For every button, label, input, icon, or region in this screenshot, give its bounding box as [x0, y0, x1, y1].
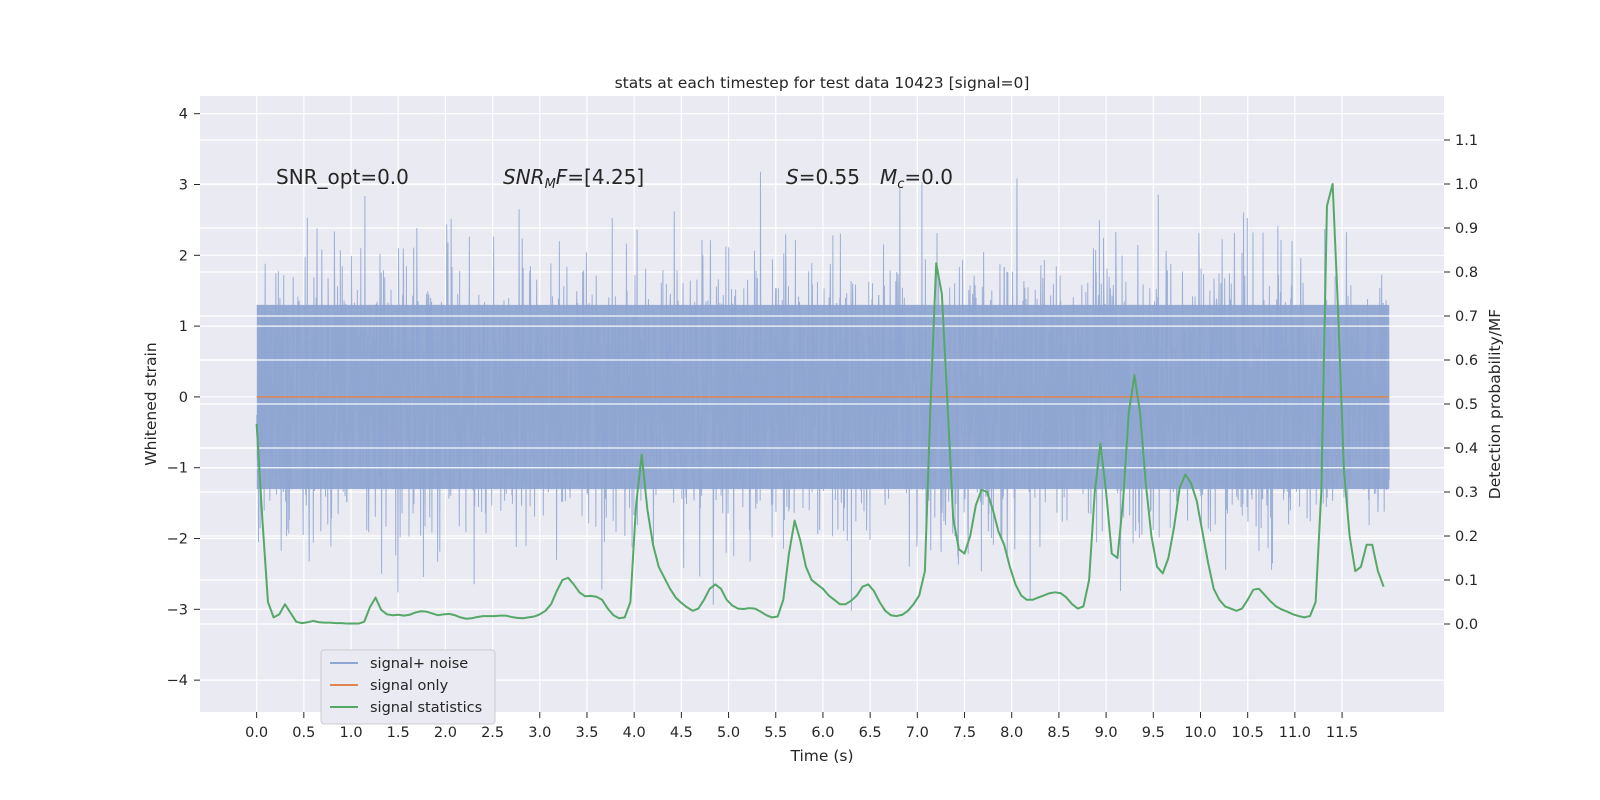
annotation-snr-opt: SNR_opt=0.0: [276, 165, 409, 189]
x-tick-label: 2.5: [481, 725, 504, 741]
legend-label-noise: signal+ noise: [370, 656, 468, 672]
y-tick-label-right: 0.8: [1455, 265, 1478, 281]
mc-label: M: [880, 165, 897, 189]
legend-label-stats: signal statistics: [370, 700, 482, 716]
y-tick-label-right: 0.7: [1455, 309, 1478, 325]
y-tick-label-right: 0.2: [1455, 529, 1478, 545]
x-tick-label: 11.0: [1279, 725, 1311, 741]
legend: signal+ noise signal only signal statist…: [320, 649, 496, 725]
y-tick-label-left: 0: [179, 390, 188, 406]
annotation-snr-mf: SNRMF=[4.25]: [503, 165, 644, 192]
snr-mf-value-f: F: [556, 165, 568, 189]
y-tick-label-right: 1.0: [1455, 177, 1478, 193]
annotation-s: S=0.55: [786, 165, 860, 189]
x-tick-label: 0.5: [292, 725, 315, 741]
noise-line: [256, 171, 1390, 611]
x-tick-label: 7.5: [953, 725, 976, 741]
legend-box: [320, 649, 496, 725]
x-tick-label: 3.0: [528, 725, 551, 741]
y-tick-label-right: 0.9: [1455, 221, 1478, 237]
x-tick-label: 5.5: [764, 725, 787, 741]
chart-title: stats at each timestep for test data 104…: [615, 74, 1030, 92]
x-tick-label: 7.0: [906, 725, 929, 741]
y-tick-label-left: 1: [179, 319, 188, 335]
x-tick-label: 3.5: [575, 725, 598, 741]
snr-mf-sub: M: [545, 177, 556, 192]
x-tick-label: 5.0: [717, 725, 740, 741]
y-tick-label-left: 2: [179, 248, 188, 264]
y-tick-label-right: 0.0: [1455, 617, 1478, 633]
y-axis-label-right: Detection probability/MF: [1486, 309, 1504, 500]
x-tick-label: 1.0: [339, 725, 362, 741]
y-tick-label-left: −2: [167, 532, 188, 548]
x-tick-label: 11.5: [1326, 725, 1358, 741]
x-tick-label: 0.0: [245, 725, 268, 741]
stats-series: [255, 183, 1385, 625]
y-tick-label-left: −3: [167, 602, 188, 618]
legend-label-signal-only: signal only: [370, 678, 449, 694]
y-tick-label-right: 0.5: [1455, 397, 1478, 413]
snr-mf-value: =[4.25]: [567, 165, 644, 189]
y-tick-label-left: −1: [167, 461, 188, 477]
x-tick-label: 9.0: [1095, 725, 1118, 741]
x-tick-label: 10.5: [1232, 725, 1264, 741]
snr-mf-label: SNR: [503, 165, 545, 189]
y-tick-label-left: 4: [179, 107, 188, 123]
y-tick-label-right: 0.6: [1455, 353, 1478, 369]
x-tick-label: 4.0: [623, 725, 646, 741]
mc-value: =0.0: [904, 165, 953, 189]
s-label: S: [786, 165, 799, 189]
x-tick-label: 8.5: [1047, 725, 1070, 741]
y-tick-label-left: 3: [179, 178, 188, 194]
x-tick-label: 2.0: [434, 725, 457, 741]
x-tick-label: 9.5: [1142, 725, 1165, 741]
y-tick-label-right: 0.3: [1455, 485, 1478, 501]
s-value: =0.55: [799, 165, 860, 189]
y-tick-label-left: −4: [167, 673, 188, 689]
x-tick-label: 8.0: [1000, 725, 1023, 741]
x-tick-label: 10.0: [1184, 725, 1216, 741]
x-tick-label: 6.0: [811, 725, 834, 741]
y-tick-label-right: 1.1: [1455, 133, 1478, 149]
y-tick-label-right: 0.1: [1455, 573, 1478, 589]
y-tick-label-right: 0.4: [1455, 441, 1478, 457]
stats-line: [255, 183, 1385, 625]
x-tick-label: 1.5: [387, 725, 410, 741]
x-axis-label: Time (s): [789, 747, 853, 765]
x-tick-label: 6.5: [859, 725, 882, 741]
annotation-mc: Mc=0.0: [880, 165, 953, 192]
mc-sub: c: [897, 177, 904, 192]
ticks: 0.0 0.5 1.0 1.5 2.0 2.5 3.0 3.5 4.0 4.5 5.0 5.5 6.0 6…: [167, 107, 1478, 741]
x-tick-label: 4.5: [670, 725, 693, 741]
y-axis-label-left: Whitened strain: [142, 342, 160, 465]
